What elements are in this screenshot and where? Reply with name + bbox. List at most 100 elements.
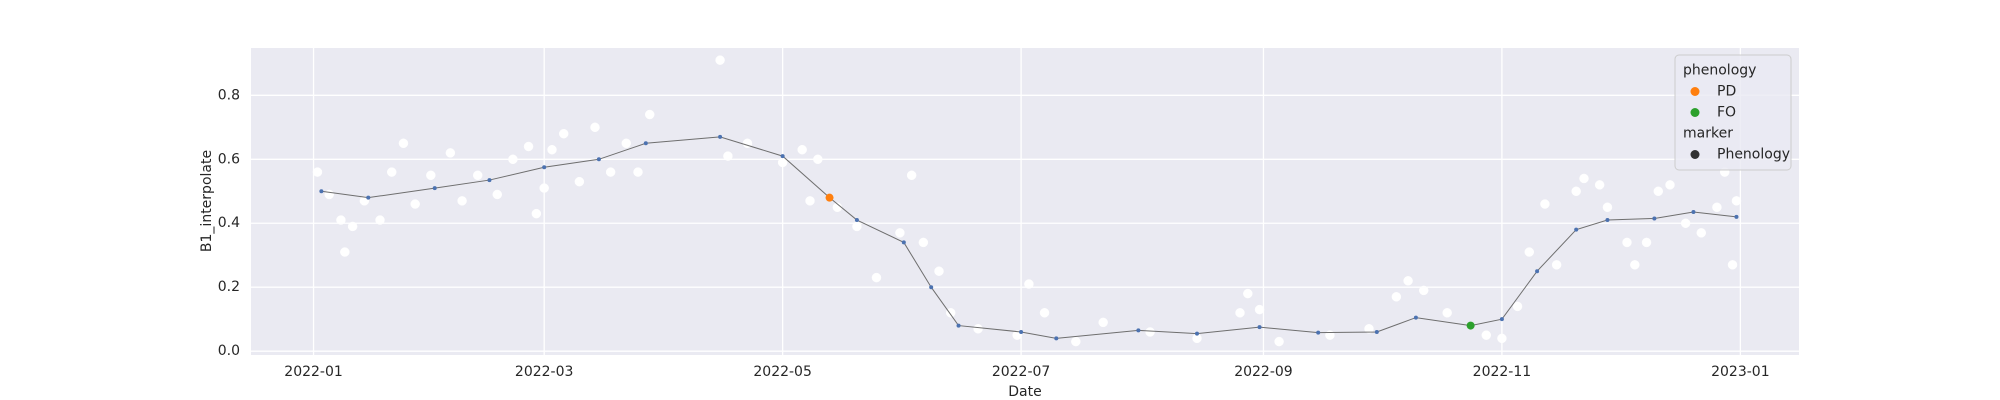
raw-point: [457, 196, 467, 206]
raw-point: [1071, 336, 1081, 347]
raw-point: [1243, 288, 1253, 299]
raw-point: [1653, 186, 1664, 197]
line-marker: [596, 157, 601, 162]
line-marker: [319, 189, 324, 194]
raw-point: [523, 141, 534, 152]
raw-point: [347, 221, 358, 232]
raw-point: [644, 109, 655, 120]
line-marker: [1734, 214, 1739, 219]
legend-box: [1674, 54, 1792, 171]
raw-point: [386, 167, 397, 177]
line-marker: [487, 178, 492, 183]
raw-point: [1594, 180, 1605, 190]
y-tick-label: 0.2: [218, 279, 240, 295]
line-marker: [901, 240, 906, 245]
raw-point: [1364, 324, 1374, 334]
line-marker: [854, 218, 859, 223]
line-marker: [366, 195, 371, 200]
raw-point: [558, 128, 569, 139]
raw-point: [1418, 285, 1429, 296]
line-marker: [1691, 210, 1696, 215]
raw-point: [1602, 202, 1613, 213]
raw-point: [1622, 237, 1632, 248]
raw-point: [1524, 247, 1535, 257]
raw-point: [1696, 228, 1707, 238]
line-marker: [432, 186, 437, 191]
raw-point: [1579, 173, 1589, 184]
raw-point: [895, 228, 905, 238]
x-tick-label: 2022-05: [753, 364, 812, 380]
raw-point: [1665, 180, 1675, 190]
raw-point: [336, 215, 346, 225]
x-tick-label: 2022-01: [284, 364, 343, 380]
raw-point: [324, 189, 334, 200]
raw-point: [723, 151, 733, 161]
legend-title: phenology: [1683, 63, 1756, 79]
raw-point: [1098, 317, 1108, 328]
x-tick-label: 2022-03: [515, 364, 574, 380]
line-marker: [1316, 330, 1321, 335]
line-marker: [1605, 218, 1610, 223]
raw-point: [1403, 276, 1413, 286]
x-tick-label: 2022-09: [1234, 364, 1293, 380]
raw-point: [1254, 304, 1265, 315]
raw-point: [398, 138, 409, 149]
line-marker: [1413, 315, 1418, 320]
raw-point: [1731, 196, 1742, 206]
raw-point: [906, 170, 917, 181]
phenology-point: [1466, 321, 1475, 330]
y-tick-label: 0.8: [218, 87, 240, 103]
legend-label: Phenology: [1717, 147, 1790, 163]
line-marker: [542, 165, 547, 170]
raw-point: [312, 167, 323, 177]
x-axis-label: Date: [1008, 384, 1041, 400]
plot-background: [251, 48, 1799, 355]
raw-point: [973, 324, 983, 334]
raw-point: [633, 167, 643, 177]
raw-point: [1039, 308, 1050, 318]
line-marker: [780, 154, 785, 159]
raw-point: [1551, 260, 1562, 270]
legend-label: FO: [1717, 105, 1736, 121]
raw-point: [1497, 333, 1507, 344]
line-marker: [1136, 328, 1141, 333]
line-marker: [1574, 227, 1579, 232]
x-tick-label: 2022-11: [1473, 364, 1532, 380]
raw-point: [375, 215, 385, 225]
raw-point: [1274, 336, 1284, 347]
raw-point: [1512, 301, 1523, 312]
phenology-point: [825, 193, 834, 202]
raw-point: [1145, 327, 1155, 337]
x-tick-label: 2023-01: [1711, 364, 1770, 380]
raw-point: [1442, 308, 1452, 318]
line-marker: [956, 323, 961, 328]
line-marker: [1195, 331, 1199, 336]
raw-point: [340, 247, 350, 257]
raw-point: [1024, 279, 1034, 289]
raw-point: [1540, 199, 1550, 209]
raw-point: [492, 189, 503, 200]
raw-point: [852, 221, 862, 232]
raw-point: [547, 144, 557, 155]
raw-point: [805, 196, 815, 206]
legend-label: PD: [1717, 84, 1736, 100]
line-marker: [1499, 317, 1504, 322]
y-axis-label: B1_interpolate: [199, 150, 215, 252]
line-marker: [1257, 325, 1262, 330]
y-tick-label: 0.6: [218, 151, 240, 167]
raw-point: [445, 148, 456, 158]
x-tick-label: 2022-07: [992, 364, 1051, 380]
line-marker: [1054, 336, 1059, 341]
raw-point: [531, 208, 542, 219]
raw-point: [1630, 260, 1640, 270]
line-marker: [929, 285, 934, 290]
raw-point: [1481, 330, 1492, 340]
raw-point: [472, 170, 483, 181]
line-marker: [1374, 329, 1379, 334]
legend-marker: [1690, 150, 1700, 159]
line-marker: [718, 134, 723, 139]
raw-point: [1235, 308, 1245, 318]
raw-point: [574, 176, 585, 187]
raw-point: [934, 266, 944, 276]
